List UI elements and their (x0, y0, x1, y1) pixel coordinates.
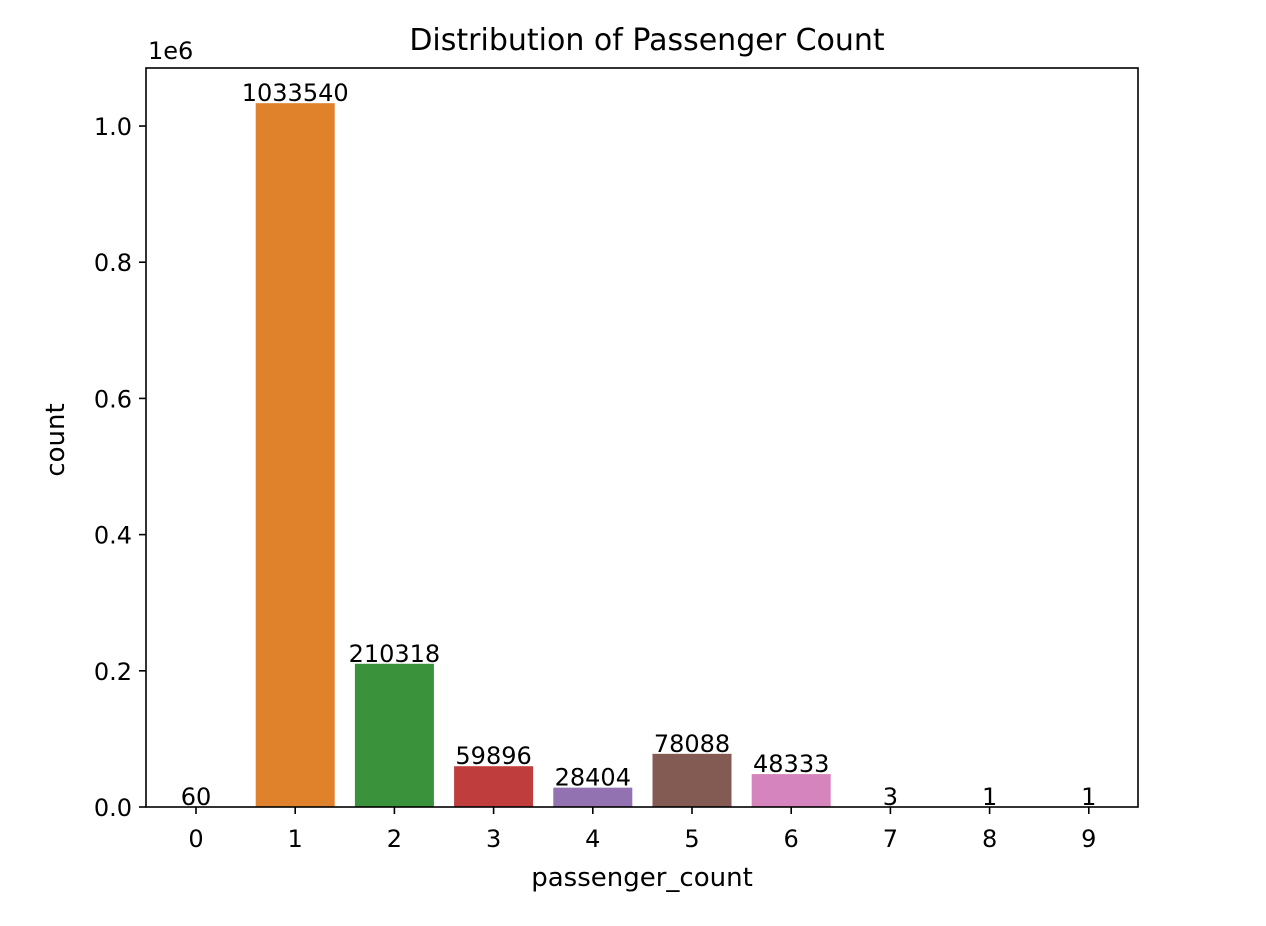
y-tick-label-0.2: 0.2 (94, 658, 132, 686)
bar-3 (454, 766, 534, 807)
data-label-8: 1 (982, 783, 997, 811)
x-tick-label-1: 1 (288, 825, 303, 853)
y-tick-label-0.4: 0.4 (94, 522, 132, 550)
bar-5 (652, 753, 732, 807)
data-label-1: 1033540 (242, 79, 349, 107)
data-label-3: 59896 (455, 742, 531, 770)
bar-2 (354, 663, 434, 807)
x-tick-label-0: 0 (188, 825, 203, 853)
bar-6 (751, 774, 831, 807)
x-tick-label-9: 9 (1081, 825, 1096, 853)
data-label-2: 210318 (349, 640, 441, 668)
data-label-5: 78088 (654, 730, 730, 758)
data-label-7: 3 (883, 783, 898, 811)
y-tick-label-0.8: 0.8 (94, 249, 132, 277)
data-label-6: 48333 (753, 750, 829, 778)
x-tick-label-8: 8 (982, 825, 997, 853)
bar-4 (553, 787, 633, 807)
chart-title: Distribution of Passenger Count (409, 23, 885, 58)
x-tick-label-5: 5 (684, 825, 699, 853)
bars-group (156, 103, 1129, 807)
data-label-4: 28404 (555, 764, 631, 792)
y-axis-ticks: 0.0 0.2 0.4 0.6 0.8 1.0 (94, 113, 146, 822)
x-tick-label-6: 6 (784, 825, 799, 853)
y-tick-label-0.0: 0.0 (94, 794, 132, 822)
data-label-9: 1 (1081, 783, 1096, 811)
x-axis-ticks: 0 1 2 3 4 5 6 7 8 9 (188, 807, 1096, 853)
x-tick-label-7: 7 (883, 825, 898, 853)
y-tick-label-0.6: 0.6 (94, 385, 132, 413)
y-tick-label-1.0: 1.0 (94, 113, 132, 141)
y-axis-offset-label: 1e6 (148, 37, 193, 65)
y-axis-label: count (41, 403, 71, 476)
x-tick-label-3: 3 (486, 825, 501, 853)
x-tick-label-2: 2 (387, 825, 402, 853)
bar-1 (255, 103, 335, 807)
x-tick-label-4: 4 (585, 825, 600, 853)
plot-area-frame (145, 67, 1139, 808)
x-axis-label: passenger_count (531, 863, 753, 893)
